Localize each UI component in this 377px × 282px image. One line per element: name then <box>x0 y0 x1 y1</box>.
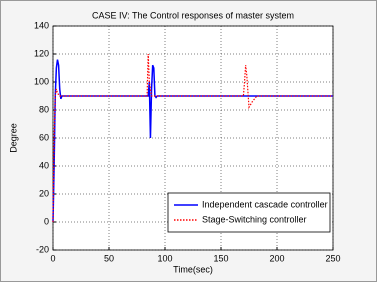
x-tick-label: 0 <box>50 253 55 263</box>
x-tick-label: 50 <box>104 253 114 263</box>
y-tick-label: 0 <box>44 216 49 226</box>
x-tick-label: 200 <box>269 253 284 263</box>
x-tick-label: 150 <box>213 253 228 263</box>
y-tick-label: 20 <box>39 188 49 198</box>
y-tick-label: 100 <box>34 76 49 86</box>
x-axis-label: Time(sec) <box>173 264 213 274</box>
series-line <box>52 53 333 223</box>
y-tick-label: -20 <box>36 244 49 254</box>
chart-title: CASE IV: The Control responses of master… <box>92 10 294 20</box>
x-tick-label: 250 <box>325 253 340 263</box>
y-tick-label: 80 <box>39 104 49 114</box>
axes-frame <box>52 25 334 251</box>
y-tick-label: 40 <box>39 160 49 170</box>
x-tick-label: 100 <box>157 253 172 263</box>
y-tick-label: 120 <box>34 48 49 58</box>
y-tick-label: 60 <box>39 132 49 142</box>
legend-label: Stage-Switching controller <box>202 214 307 224</box>
y-tick-label: 140 <box>34 20 49 30</box>
legend-label: Independent cascade controller <box>202 199 328 209</box>
y-axis-label: Degree <box>8 123 18 153</box>
legend-box <box>167 192 331 233</box>
